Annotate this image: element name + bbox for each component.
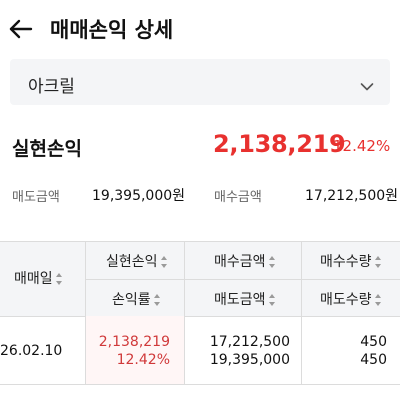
sort-icon [374,256,382,268]
header-bar: 매매손익 상세 [0,0,400,58]
realized-pl-rate: 12.42% [333,137,391,155]
realized-pl-title: 실현손익 [12,138,82,160]
col-divider [184,242,185,384]
sort-icon [55,273,63,285]
row-buy-qty: 450 [360,334,387,350]
th-pl-rate-label: 손익률 [112,292,151,308]
sort-icon [153,294,161,306]
th-sell-amount-label: 매도금액 [214,292,266,308]
th-sell-qty[interactable]: 매도수량 [320,289,382,309]
realized-pl-value: 2,138,219 [213,130,346,158]
sort-icon [160,256,168,268]
th-buy-qty[interactable]: 매수수량 [320,251,382,271]
table-top-divider [0,241,400,242]
row-buy-amount: 17,212,500 [209,334,290,350]
sort-icon [374,294,382,306]
th-pl-rate[interactable]: 손익률 [112,289,161,309]
realized-pl-cell-bg [85,316,184,384]
header-bottom-divider [0,316,400,317]
header-row-divider [85,279,400,280]
th-sell-amount[interactable]: 매도금액 [214,289,276,309]
th-sell-qty-label: 매도수량 [320,292,372,308]
col-divider [85,242,86,384]
stock-selector-dropdown[interactable]: 아크릴 [10,59,390,105]
sell-amount-label: 매도금액 [12,190,60,205]
th-buy-amount-label: 매수금액 [214,254,266,270]
buy-amount-value: 17,212,500원 [305,188,399,204]
th-buy-qty-label: 매수수량 [320,254,372,270]
row-sell-qty: 450 [360,352,387,368]
row-bottom-divider [0,384,400,385]
row-realized-pl: 2,138,219 [98,334,170,350]
row-trade-date: 26.02.10 [0,343,63,359]
th-buy-amount[interactable]: 매수금액 [214,251,276,271]
sell-amount-value: 19,395,000원 [92,188,186,204]
selected-stock-name: 아크릴 [28,77,75,97]
back-arrow-icon[interactable] [8,16,34,42]
th-trade-date[interactable]: 매매일 [14,268,63,288]
th-realized-pl-label: 실현손익 [106,254,158,270]
col-divider [301,242,302,384]
sort-icon [268,294,276,306]
page-title: 매매손익 상세 [50,18,174,42]
th-trade-date-label: 매매일 [14,271,53,287]
chevron-down-icon [360,77,374,91]
th-realized-pl[interactable]: 실현손익 [106,251,168,271]
buy-amount-label: 매수금액 [214,190,262,205]
row-sell-amount: 19,395,000 [209,352,290,368]
sort-icon [268,256,276,268]
row-pl-rate: 12.42% [116,352,170,368]
